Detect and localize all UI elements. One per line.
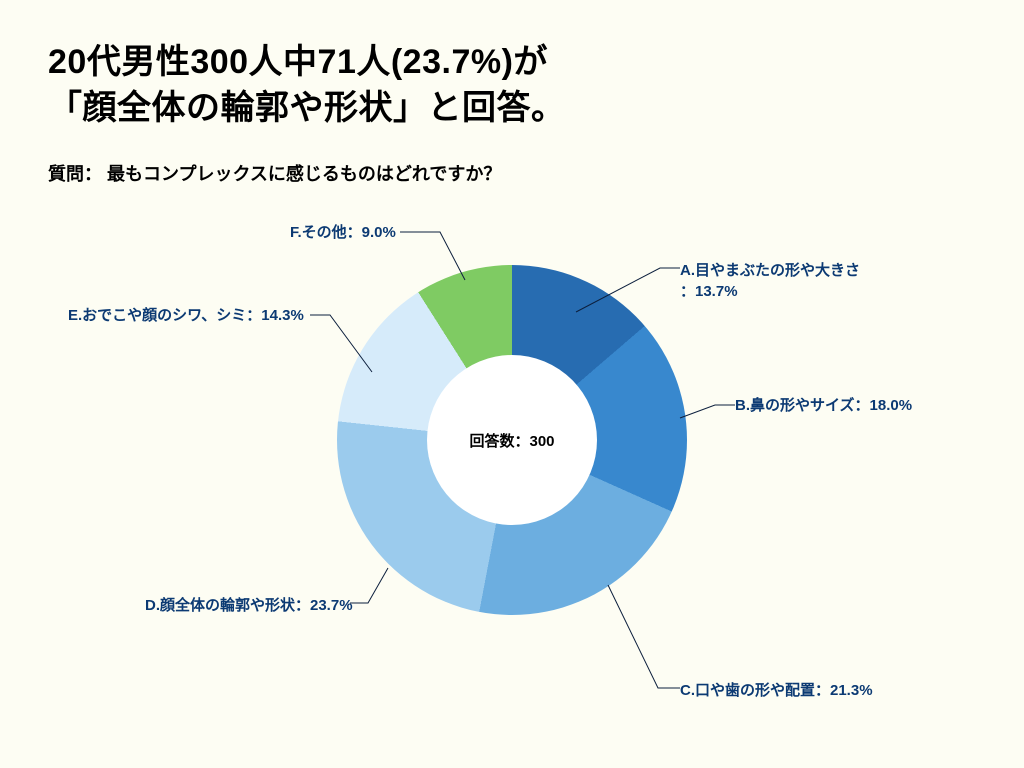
segment-label-a: A.目やまぶたの形や大きさ ：13.7% (680, 260, 860, 302)
page: 20代男性300人中71人(23.7%)が 「顔全体の輪郭や形状」と回答。 質問… (0, 0, 1024, 768)
segment-label-d: D.顔全体の輪郭や形状：23.7% (145, 595, 353, 616)
donut-ring: 回答数：300 (337, 265, 687, 615)
segment-label-e: E.おでこや顔のシワ、シミ：14.3% (68, 305, 304, 326)
question-text: 質問： 最もコンプレックスに感じるものはどれですか？ (48, 160, 976, 186)
donut-hole: 回答数：300 (427, 355, 597, 525)
donut-center-label: 回答数：300 (469, 430, 554, 451)
segment-label-b: B.鼻の形やサイズ：18.0% (735, 395, 912, 416)
donut-chart: 回答数：300 A.目やまぶたの形や大きさ ：13.7% B.鼻の形やサイズ：1… (0, 200, 1024, 760)
segment-label-c: C.口や歯の形や配置：21.3% (680, 680, 873, 701)
title-line-2: 「顔全体の輪郭や形状」と回答。 (48, 89, 566, 127)
title-line-1: 20代男性300人中71人(23.7%)が (48, 43, 548, 81)
segment-label-f: F.その他：9.0% (290, 222, 396, 243)
page-title: 20代男性300人中71人(23.7%)が 「顔全体の輪郭や形状」と回答。 (48, 40, 976, 132)
